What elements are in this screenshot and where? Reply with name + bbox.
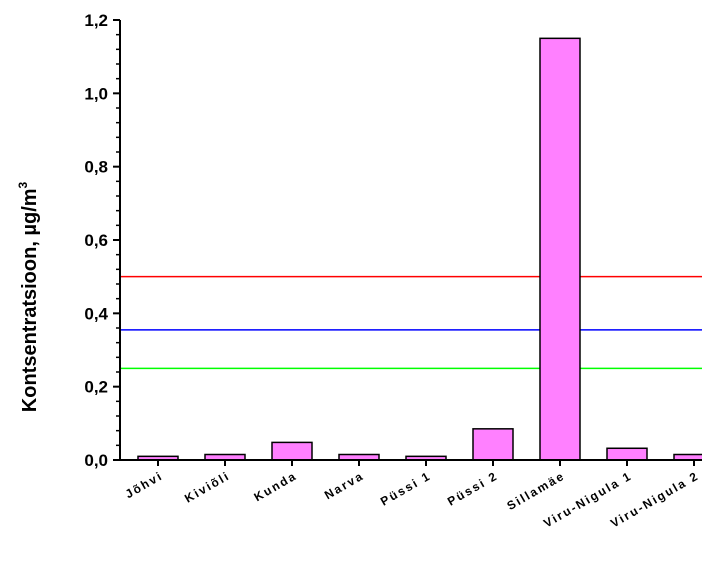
y-tick-label: 0,6 (84, 231, 108, 250)
x-tick-label: Jõhvi (123, 468, 166, 501)
x-tick-label: Püssi 2 (445, 468, 501, 508)
x-tick-label: Narva (322, 468, 367, 502)
bar-7 (539, 37, 581, 461)
y-axis-label: Kontsentratsioon, µg/m3 (16, 181, 41, 412)
y-axis-label-main: Kontsentratsioon, µg/m (19, 188, 41, 412)
x-tick-label: Sillamäe (504, 468, 567, 512)
bar-8 (606, 447, 648, 461)
x-tick-label: Püssi 1 (378, 468, 434, 508)
y-tick-label: 0,0 (84, 451, 108, 470)
y-tick-label: 0,2 (84, 378, 108, 397)
bar-6 (472, 428, 514, 461)
y-tick-label: 0,8 (84, 158, 108, 177)
bar-3 (271, 441, 313, 461)
reference-lines (120, 275, 702, 370)
x-tick-label: Kiviõli (182, 468, 232, 505)
bars (137, 37, 702, 461)
y-axis-label-superscript: 3 (16, 181, 30, 188)
x-tick-label: Kunda (251, 468, 299, 504)
y-tick-label: 0,4 (84, 304, 108, 323)
x-tick-labels: Jõhvi Kiviõli Kunda Narva Püssi 1 Püssi 2 Sill… (123, 460, 702, 530)
y-ticks: 0,0 0,2 0,4 0,6 0,8 1,0 1,2 (84, 11, 120, 470)
y-tick-label: 1,2 (84, 11, 108, 30)
y-tick-label: 1,0 (84, 84, 108, 103)
